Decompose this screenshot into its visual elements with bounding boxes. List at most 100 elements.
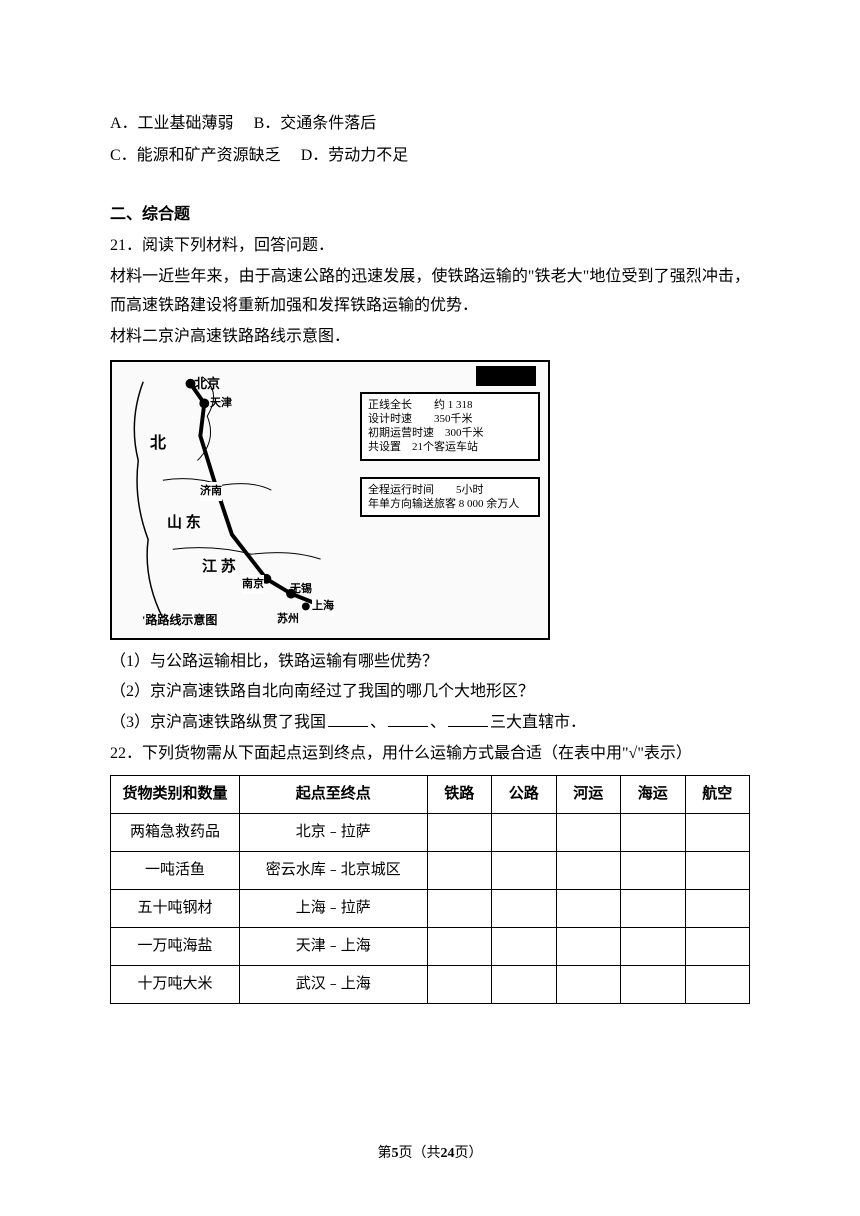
table-row: 一万吨海盐 天津﹣上海 — [111, 927, 750, 965]
cell-blank — [427, 813, 491, 851]
ib1-r3b: 300千米 — [445, 427, 484, 439]
blank-1 — [328, 711, 368, 727]
q21-sub3-mid1: 、 — [370, 714, 386, 731]
table-row: 五十吨钢材 上海﹣拉萨 — [111, 889, 750, 927]
option-d: D．劳动力不足 — [301, 147, 409, 164]
info-box-1: 正线全长 约 1 318 设计时速 350千米 初期运营时速 300千米 共设置… — [360, 392, 540, 461]
ib2-r2a: 年单方向输送旅客 — [368, 498, 456, 510]
table-body: 两箱急救药品 北京﹣拉萨 一吨活鱼 密云水库﹣北京城区 五十吨钢材 上海﹣拉萨 … — [111, 813, 750, 1003]
q21-sub1: （1）与公路运输相比，铁路运输有哪些优势？ — [110, 648, 750, 677]
ib1-r1b: 约 1 318 — [434, 399, 473, 411]
ib1-r4a: 共设置 — [368, 441, 401, 453]
label-shanghai: 上海 — [312, 597, 334, 617]
cell-blank — [685, 927, 750, 965]
ib2-r1a: 全程运行时间 — [368, 484, 434, 496]
cell-type: 一吨活鱼 — [111, 851, 240, 889]
cell-blank — [492, 927, 556, 965]
page-footer: 第5页（共24页） — [0, 1141, 860, 1166]
cell-type: 十万吨大米 — [111, 965, 240, 1003]
info-box-2: 全程运行时间 5小时 年单方向输送旅客 8 000 余万人 — [360, 477, 540, 518]
q21-sub2: （2）京沪高速铁路自北向南经过了我国的哪几个大地形区？ — [110, 678, 750, 707]
q21-sub3-post: 三大直辖市． — [490, 714, 586, 731]
footer-current: 5 — [392, 1146, 399, 1161]
th-c1: 铁路 — [427, 775, 491, 813]
q20-options-row2: C．能源和矿产资源缺乏 D．劳动力不足 — [110, 142, 750, 171]
label-jiangsu: 江 苏 — [202, 554, 236, 581]
cell-blank — [492, 889, 556, 927]
cell-blank — [621, 851, 685, 889]
q20-options-row1: A．工业基础薄弱 B．交通条件落后 — [110, 110, 750, 139]
label-nanjing: 南京 — [242, 575, 264, 595]
ib1-r3a: 初期运营时速 — [368, 427, 434, 439]
cell-blank — [685, 813, 750, 851]
th-c2: 公路 — [492, 775, 556, 813]
footer-total: 24 — [441, 1146, 455, 1161]
map-area: 北京 天津 北 济南 山 东 江 苏 南京 无锡 苏州 上海 — [112, 362, 352, 638]
th-c5: 航空 — [685, 775, 750, 813]
cell-type: 一万吨海盐 — [111, 927, 240, 965]
cell-blank — [621, 813, 685, 851]
cell-blank — [556, 851, 620, 889]
q21-material2: 材料二京沪高速铁路路线示意图． — [110, 323, 750, 352]
figure-caption: '路路线示意图 — [142, 610, 217, 632]
footer-post: 页） — [455, 1146, 483, 1161]
cell-route: 上海﹣拉萨 — [239, 889, 427, 927]
q21-material1: 材料一近些年来，由于高速公路的迅速发展，使铁路运输的"铁老大"地位受到了强烈冲击… — [110, 263, 750, 321]
cell-blank — [621, 965, 685, 1003]
section-2-title: 二、综合题 — [110, 201, 750, 230]
label-tianjin: 天津 — [210, 394, 232, 414]
label-wuxi: 无锡 — [290, 580, 312, 600]
q21-sub3-mid2: 、 — [430, 714, 446, 731]
q22-table: 货物类别和数量 起点至终点 铁路 公路 河运 海运 航空 两箱急救药品 北京﹣拉… — [110, 775, 750, 1004]
figure-top-corner — [476, 366, 536, 386]
cell-blank — [685, 851, 750, 889]
footer-pre: 第 — [378, 1146, 392, 1161]
th-c3: 河运 — [556, 775, 620, 813]
option-b: B．交通条件落后 — [254, 115, 377, 132]
ib1-r2b: 350千米 — [434, 413, 473, 425]
cell-blank — [685, 889, 750, 927]
cell-route: 密云水库﹣北京城区 — [239, 851, 427, 889]
cell-blank — [556, 813, 620, 851]
cell-blank — [556, 927, 620, 965]
th-c4: 海运 — [621, 775, 685, 813]
table-row: 两箱急救药品 北京﹣拉萨 — [111, 813, 750, 851]
cell-blank — [556, 965, 620, 1003]
q21-intro: 21．阅读下列材料，回答问题． — [110, 232, 750, 261]
q22-intro: 22．下列货物需从下面起点运到终点，用什么运输方式最合适（在表中用"√"表示） — [110, 740, 750, 769]
table-header-row: 货物类别和数量 起点至终点 铁路 公路 河运 海运 航空 — [111, 775, 750, 813]
cell-blank — [427, 927, 491, 965]
ib1-r4b: 21个客运车站 — [412, 441, 478, 453]
table-row: 十万吨大米 武汉﹣上海 — [111, 965, 750, 1003]
q21-sub3-pre: （3）京沪高速铁路纵贯了我国 — [110, 714, 326, 731]
table-row: 一吨活鱼 密云水库﹣北京城区 — [111, 851, 750, 889]
cell-blank — [621, 889, 685, 927]
cell-blank — [427, 851, 491, 889]
blank-2 — [388, 711, 428, 727]
label-bei: 北 — [150, 430, 166, 459]
label-jinan: 济南 — [200, 482, 222, 502]
cell-route: 天津﹣上海 — [239, 927, 427, 965]
cell-route: 北京﹣拉萨 — [239, 813, 427, 851]
cell-type: 两箱急救药品 — [111, 813, 240, 851]
cell-blank — [427, 889, 491, 927]
label-suzhou: 苏州 — [277, 610, 299, 630]
cell-blank — [621, 927, 685, 965]
q21-sub3: （3）京沪高速铁路纵贯了我国 、 、 三大直辖市． — [110, 709, 750, 738]
ib1-r1a: 正线全长 — [368, 399, 412, 411]
map-diagram: 北京 天津 北 济南 山 东 江 苏 南京 无锡 苏州 上海 正线全长 约 1 … — [110, 360, 550, 640]
footer-mid: 页（共 — [399, 1146, 441, 1161]
cell-blank — [492, 851, 556, 889]
th-route: 起点至终点 — [239, 775, 427, 813]
option-a: A．工业基础薄弱 — [110, 115, 234, 132]
cell-blank — [556, 889, 620, 927]
option-c: C．能源和矿产资源缺乏 — [110, 147, 281, 164]
cell-blank — [685, 965, 750, 1003]
cell-blank — [492, 813, 556, 851]
th-type: 货物类别和数量 — [111, 775, 240, 813]
cell-blank — [492, 965, 556, 1003]
label-shandong: 山 东 — [167, 510, 201, 537]
q21-figure: 北京 天津 北 济南 山 东 江 苏 南京 无锡 苏州 上海 正线全长 约 1 … — [110, 360, 550, 640]
ib1-r2a: 设计时速 — [368, 413, 412, 425]
cell-route: 武汉﹣上海 — [239, 965, 427, 1003]
